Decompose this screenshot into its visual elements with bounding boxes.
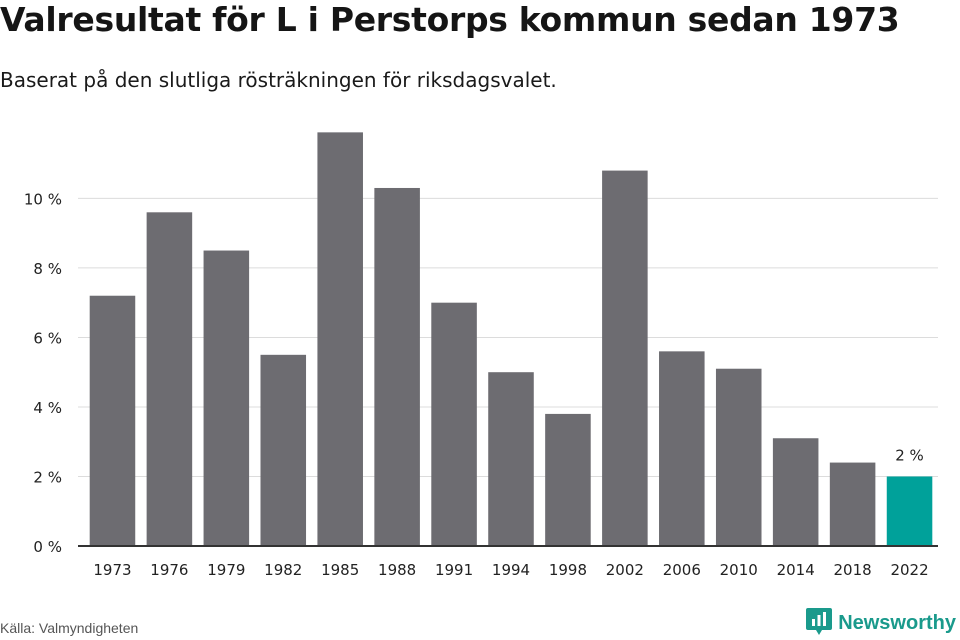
x-tick-label: 1982 — [264, 561, 302, 579]
x-tick-label: 2002 — [606, 561, 644, 579]
y-tick-label: 6 % — [33, 329, 62, 347]
bar — [203, 250, 250, 547]
x-tick-label: 2010 — [720, 561, 758, 579]
page-title: Valresultat för L i Perstorps kommun sed… — [0, 0, 900, 39]
bar — [772, 438, 819, 546]
bar — [715, 368, 762, 546]
bar — [317, 132, 363, 546]
x-tick-label: 1973 — [93, 561, 131, 579]
y-tick-label: 4 % — [33, 399, 62, 417]
y-tick-label: 2 % — [33, 468, 62, 486]
x-tick-label: 1994 — [492, 561, 530, 579]
y-tick-label: 0 % — [33, 538, 62, 556]
bar — [659, 351, 705, 546]
bar — [545, 413, 591, 546]
bar — [260, 354, 307, 546]
x-tick-label: 2018 — [834, 561, 872, 579]
bar — [829, 462, 876, 546]
y-tick-label: 8 % — [33, 260, 62, 278]
page-subtitle: Baserat på den slutliga rösträkningen fö… — [0, 68, 557, 92]
x-tick-label: 1988 — [378, 561, 416, 579]
x-tick-label: 1979 — [207, 561, 245, 579]
x-tick-label: 2022 — [890, 561, 928, 579]
x-tick-label: 1985 — [321, 561, 359, 579]
bar — [431, 302, 477, 546]
bar — [374, 187, 420, 547]
brand-logo[interactable]: Newsworthy — [806, 606, 956, 640]
bar — [146, 212, 193, 546]
x-tick-label: 1991 — [435, 561, 473, 579]
x-tick-label: 1976 — [150, 561, 188, 579]
bar — [886, 476, 933, 546]
x-tick-label: 1998 — [549, 561, 587, 579]
source-note: Källa: Valmyndigheten — [0, 620, 139, 636]
x-tick-label: 2006 — [663, 561, 701, 579]
y-tick-label: 10 % — [24, 190, 62, 208]
bar — [602, 170, 648, 546]
newsworthy-logo-icon — [806, 606, 833, 640]
x-tick-label: 2014 — [777, 561, 815, 579]
brand-name: Newsworthy — [838, 611, 956, 634]
bar — [488, 372, 534, 546]
bar-chart: 0 % 2 % 4 % 6 % 8 % 10 % 1973 1976 1979 1982 1985 1… — [24, 132, 938, 579]
data-label: 2 % — [895, 446, 924, 464]
bar — [89, 295, 136, 546]
